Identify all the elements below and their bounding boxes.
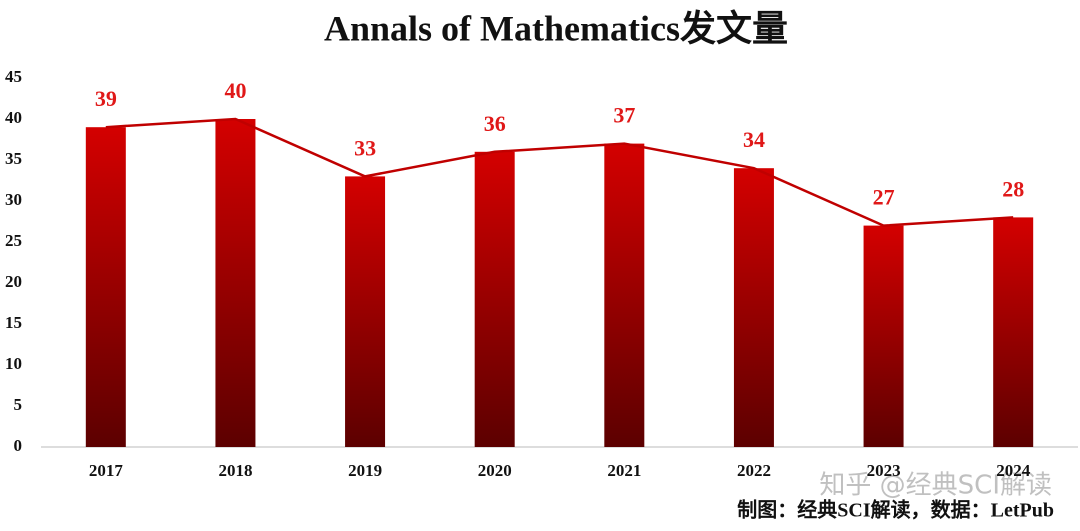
line <box>105 117 1014 227</box>
y-tick-label: 25 <box>5 231 22 250</box>
data-label: 28 <box>1002 176 1024 201</box>
x-tick-label: 2024 <box>996 461 1031 480</box>
bar <box>733 168 774 447</box>
bar <box>85 127 126 447</box>
bar <box>993 217 1034 447</box>
bar <box>474 151 515 448</box>
y-tick-label: 0 <box>14 436 23 455</box>
y-tick-label: 35 <box>5 149 22 168</box>
bar <box>863 225 904 447</box>
y-tick-label: 15 <box>5 313 22 332</box>
x-tick-label: 2018 <box>218 461 252 480</box>
data-label: 37 <box>613 103 635 128</box>
x-tick-label: 2019 <box>348 461 382 480</box>
data-label: 27 <box>873 185 895 210</box>
x-tick-label: 2017 <box>89 461 124 480</box>
data-label: 33 <box>354 135 376 160</box>
y-tick-label: 20 <box>5 272 22 291</box>
x-tick-label: 2023 <box>867 461 901 480</box>
y-tick-label: 5 <box>14 395 23 414</box>
x-tick-label: 2020 <box>478 461 512 480</box>
x-tick-label: 2021 <box>607 461 641 480</box>
data-label: 39 <box>95 86 117 111</box>
y-tick-label: 30 <box>5 190 22 209</box>
data-label: 34 <box>743 127 765 152</box>
y-tick-label: 45 <box>5 67 22 86</box>
chart-title: Annals of Mathematics发文量 <box>324 8 788 48</box>
bar <box>215 119 256 447</box>
y-tick-label: 10 <box>5 354 22 373</box>
watermark: 知乎 @经典SCI解读 <box>819 471 1052 501</box>
data-label: 36 <box>484 111 506 136</box>
x-tick-label: 2022 <box>737 461 771 480</box>
data-label: 40 <box>224 78 246 103</box>
bar <box>345 176 386 447</box>
bar <box>604 143 645 447</box>
source-note: 制图：经典SCI解读，数据：LetPub <box>737 498 1054 522</box>
y-tick-label: 40 <box>5 108 22 127</box>
